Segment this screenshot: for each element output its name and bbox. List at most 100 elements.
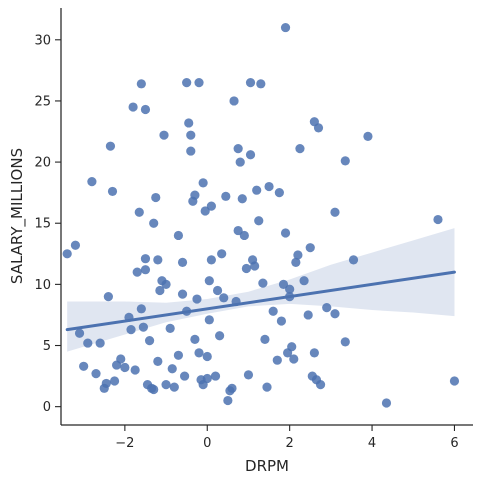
- data-point: [256, 79, 266, 89]
- data-point: [217, 249, 227, 259]
- data-point: [243, 370, 254, 380]
- data-point: [330, 309, 340, 319]
- data-point: [330, 207, 340, 217]
- data-point: [204, 315, 214, 325]
- data-point: [101, 378, 111, 389]
- data-point: [305, 243, 315, 253]
- data-point: [155, 285, 165, 296]
- data-point: [140, 265, 151, 275]
- confidence-band-layer: [67, 228, 455, 352]
- x-tick-label: 2: [286, 436, 294, 451]
- data-point: [109, 376, 120, 386]
- data-point: [202, 351, 212, 362]
- data-point: [192, 294, 202, 304]
- x-ticks: −2 0 2 4 6: [115, 425, 459, 451]
- data-point: [233, 225, 243, 236]
- data-point: [126, 325, 136, 335]
- data-point: [206, 201, 216, 211]
- data-point: [198, 178, 208, 188]
- data-point: [120, 362, 130, 373]
- data-point: [268, 306, 278, 316]
- data-point: [299, 276, 309, 286]
- data-point: [233, 144, 243, 154]
- x-tick-label: −2: [115, 436, 134, 451]
- data-point: [274, 188, 284, 198]
- data-point: [186, 146, 196, 156]
- data-point: [184, 118, 194, 128]
- data-point: [130, 365, 140, 375]
- data-point: [194, 77, 204, 88]
- regression-line-layer: [65, 270, 456, 332]
- y-tick-label: 30: [34, 33, 51, 48]
- data-point: [289, 354, 299, 364]
- data-point: [309, 348, 319, 358]
- data-point: [291, 257, 301, 267]
- data-point: [91, 369, 101, 379]
- data-point: [136, 304, 146, 314]
- y-tick-label: 0: [43, 400, 51, 415]
- data-point: [177, 257, 188, 267]
- data-point: [221, 191, 231, 201]
- data-point: [278, 279, 289, 289]
- data-point: [285, 284, 295, 294]
- x-tick-label: 0: [203, 436, 211, 451]
- data-point: [105, 141, 116, 151]
- data-point: [313, 123, 324, 133]
- data-point: [182, 77, 192, 88]
- data-point: [173, 230, 184, 241]
- data-point: [180, 371, 190, 381]
- data-point: [237, 194, 247, 204]
- data-point: [239, 230, 249, 241]
- data-point: [340, 337, 350, 347]
- data-point: [140, 104, 151, 115]
- data-point: [322, 303, 332, 313]
- y-tick-label: 10: [34, 278, 51, 293]
- data-point: [83, 338, 93, 348]
- x-axis-label: DRPM: [245, 457, 289, 475]
- data-point: [159, 130, 169, 140]
- data-point: [212, 285, 223, 296]
- data-point: [70, 240, 81, 250]
- data-point: [264, 181, 274, 192]
- data-point: [95, 338, 105, 348]
- data-point: [169, 382, 179, 392]
- x-tick-label: 6: [450, 436, 458, 451]
- data-point: [254, 216, 264, 226]
- y-ticks: 0 5 10 15 20 25 30: [34, 33, 61, 415]
- data-point: [295, 144, 305, 154]
- data-point: [190, 190, 200, 200]
- data-point: [250, 261, 260, 271]
- y-tick-label: 5: [43, 339, 51, 354]
- y-axis-label: SALARY_MILLIONS: [8, 148, 27, 284]
- data-point: [116, 354, 126, 364]
- data-point: [210, 371, 221, 381]
- data-point: [103, 291, 113, 302]
- data-point: [177, 289, 188, 299]
- axes-layer: [60, 8, 473, 426]
- data-point: [149, 218, 159, 228]
- y-tick-label: 15: [34, 217, 51, 232]
- data-point: [245, 77, 256, 88]
- data-point: [173, 350, 184, 360]
- data-point: [186, 130, 196, 140]
- data-point: [140, 254, 151, 264]
- data-point: [252, 185, 262, 195]
- y-tick-label: 25: [34, 94, 51, 109]
- data-point: [276, 316, 287, 326]
- data-point: [128, 102, 138, 112]
- data-point: [381, 398, 392, 408]
- data-point: [280, 22, 291, 33]
- data-point: [262, 382, 272, 392]
- data-point: [245, 150, 256, 160]
- data-point: [153, 356, 163, 367]
- x-tick-label: 4: [368, 436, 376, 451]
- data-point: [260, 334, 270, 344]
- data-point: [167, 364, 177, 374]
- data-point: [190, 334, 200, 344]
- data-point: [315, 380, 326, 390]
- data-point: [134, 207, 144, 217]
- regression-line: [65, 270, 456, 332]
- confidence-band: [67, 228, 455, 352]
- data-point: [136, 79, 146, 89]
- data-point: [161, 279, 171, 289]
